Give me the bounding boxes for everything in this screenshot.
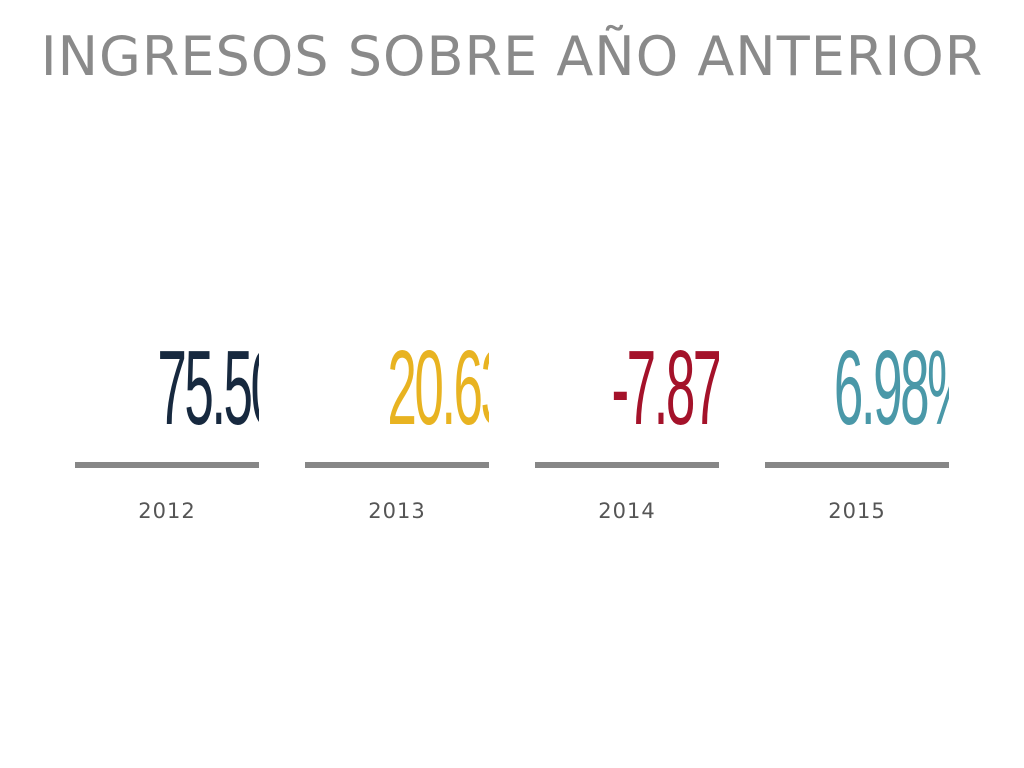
stats-row: 75.50% 2012 20.63% 2013 -7.87% 2014 6.98…: [0, 330, 1024, 550]
stat-value: 20.63%: [305, 330, 489, 446]
stat-value: -7.87%: [535, 330, 719, 446]
stat-divider-bar: [75, 462, 259, 468]
stat-2012: 75.50% 2012: [75, 330, 259, 540]
stat-year: 2012: [138, 499, 196, 523]
stat-divider-bar: [535, 462, 719, 468]
stat-2013: 20.63% 2013: [305, 330, 489, 540]
stat-2014: -7.87% 2014: [535, 330, 719, 540]
stat-value-text: 20.63%: [387, 330, 489, 446]
stat-value-text: 6.98%: [833, 330, 949, 446]
stat-year: 2014: [598, 499, 656, 523]
stat-year: 2013: [368, 499, 426, 523]
stat-2015: 6.98% 2015: [765, 330, 949, 540]
stat-value: 6.98%: [765, 330, 949, 446]
stat-year: 2015: [828, 499, 886, 523]
stat-divider-bar: [305, 462, 489, 468]
stat-divider-bar: [765, 462, 949, 468]
page-title: INGRESOS SOBRE AÑO ANTERIOR: [40, 25, 984, 88]
stat-value-text: -7.87%: [611, 330, 719, 446]
stat-value-text: 75.50%: [157, 330, 259, 446]
stat-value: 75.50%: [75, 330, 259, 446]
